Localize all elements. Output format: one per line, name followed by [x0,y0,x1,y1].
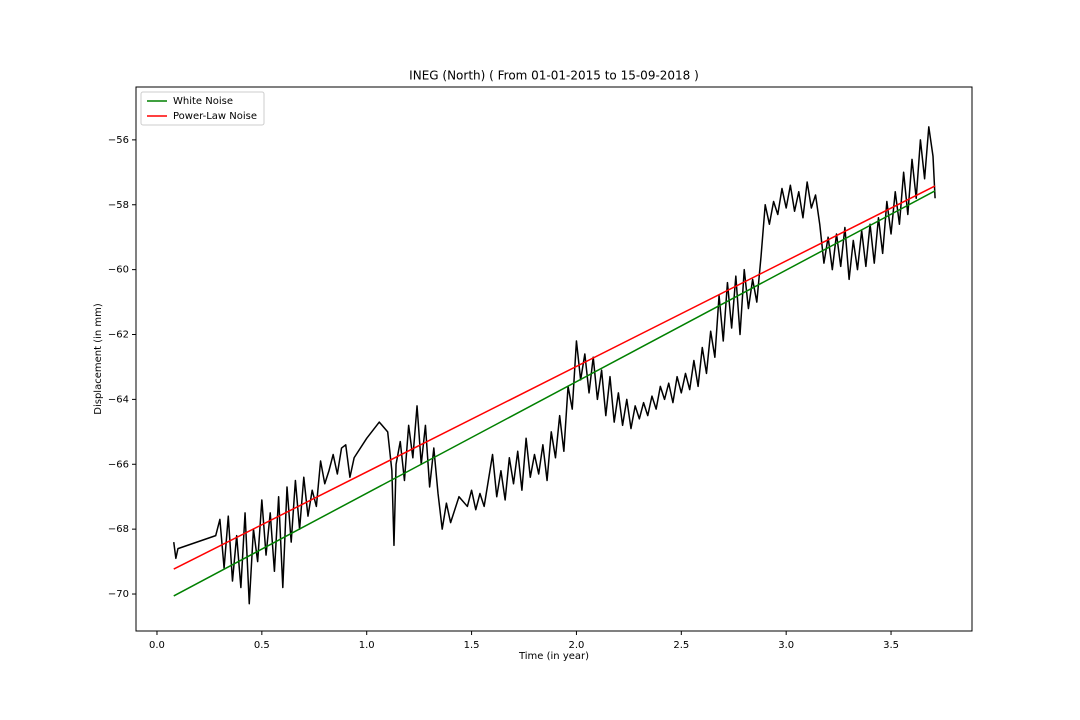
x-tick-label: 1.5 [464,640,480,651]
plot-frame [135,86,973,632]
y-tick-label: −68 [108,524,129,535]
x-tick-label: 2.0 [568,640,584,651]
x-tick-label: 0.0 [149,640,165,651]
x-tick-label: 3.0 [778,640,794,651]
legend-label: Power-Law Noise [173,111,257,122]
fit-line [173,185,936,570]
y-tick-label: −66 [108,459,129,470]
y-tick-label: −64 [108,394,129,405]
x-tick-label: 2.5 [673,640,689,651]
legend-label: White Noise [173,96,233,107]
y-tick-label: −56 [108,135,129,146]
y-axis-label: Displacement (in mm) [93,303,104,415]
x-tick-label: 1.0 [359,640,375,651]
x-tick-label: 3.5 [883,640,899,651]
y-tick-label: −58 [108,200,129,211]
data-line [173,126,936,605]
x-tick-label: 0.5 [254,640,270,651]
x-axis-label: Time (in year) [518,651,589,662]
y-tick-label: −60 [108,265,129,276]
fit-line [173,190,936,597]
legend-box [140,91,265,126]
chart-title: INEG (North) ( From 01-01-2015 to 15-09-… [409,69,699,83]
y-tick-label: −62 [108,330,129,341]
y-tick-label: −70 [108,589,129,600]
